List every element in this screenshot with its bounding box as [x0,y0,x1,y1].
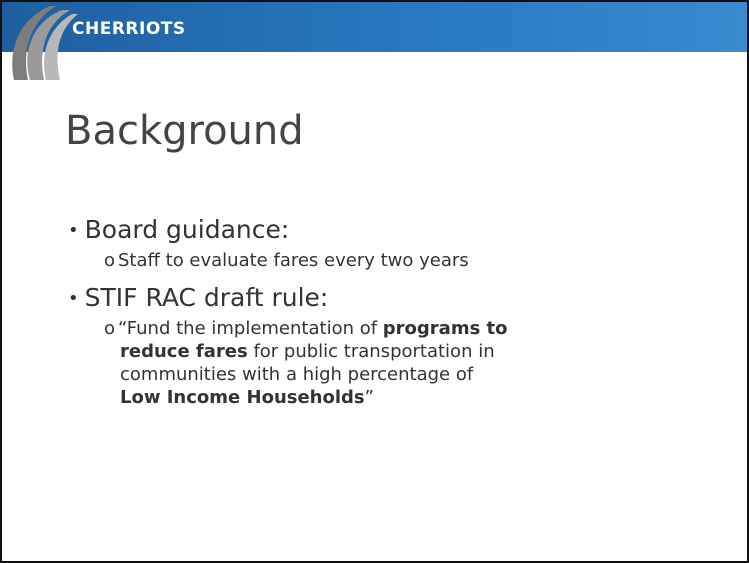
text: ” [364,387,374,408]
bullet: Board guidance: [68,214,508,249]
text-line: Low Income Households” [118,386,508,409]
bold-text: Low Income Households [120,387,365,408]
text-line: reduce fares for public transportation i… [118,340,508,363]
sub-bullet: “Fund the implementation of programs tor… [104,317,508,409]
text: communities with a high percentage of [120,364,474,385]
text: “Fund the implementation of [118,318,383,339]
text-line: “Fund the implementation of programs to [118,317,508,340]
bullet: STIF RAC draft rule: [68,282,508,317]
text: Staff to evaluate fares every two years [118,250,469,271]
bullet-text: Board guidance: [84,215,290,244]
slide-title: Background [65,108,304,154]
logo-swoosh [12,6,78,80]
bold-text: programs to [382,318,508,339]
bold-text: reduce fares [120,341,248,362]
logo-text: CHERRIOTS [72,19,186,39]
header-band [2,2,747,52]
bullet-list: Board guidance: Staff to evaluate fares e… [68,214,508,419]
bullet-text: STIF RAC draft rule: [84,283,329,312]
text: for public transportation in [247,341,495,362]
text-line: Staff to evaluate fares every two years [118,249,508,272]
sub-bullet: Staff to evaluate fares every two years [104,249,508,272]
text-line: communities with a high percentage of [118,363,508,386]
